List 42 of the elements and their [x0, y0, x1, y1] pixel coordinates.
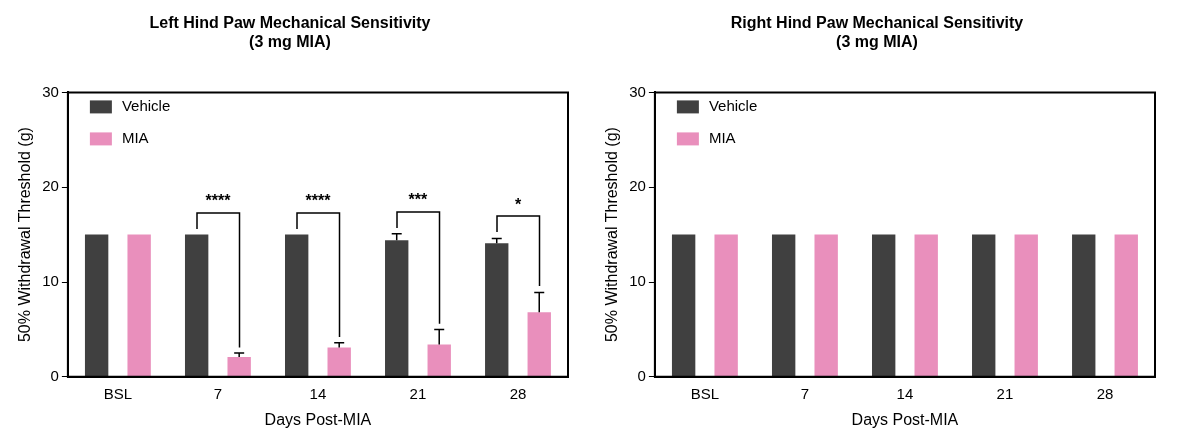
legend-label: Vehicle [708, 96, 758, 114]
legend-label: Vehicle [121, 96, 171, 114]
bar [327, 347, 351, 377]
y-tick-label: 10 [629, 272, 646, 290]
y-tick-label: 30 [629, 82, 646, 100]
annotation: *** [408, 191, 429, 209]
x-tick-label: BSL [690, 384, 720, 402]
y-tick-label: 30 [42, 82, 59, 100]
x-tick-label: 14 [309, 384, 327, 402]
x-tick-label: 21 [996, 384, 1014, 402]
y-tick-label: 20 [42, 177, 59, 195]
bar [385, 240, 409, 377]
x-axis-title: Days Post-MIA [264, 410, 372, 428]
bar [184, 234, 209, 377]
x-tick-label: 7 [800, 384, 810, 402]
y-tick-label: 0 [637, 366, 646, 384]
bar [84, 234, 109, 377]
x-tick-label: 21 [409, 384, 427, 402]
chart-title: Right Hind Paw Mechanical Sensitivity (3 mg MIA) [730, 14, 1024, 51]
bar [527, 312, 551, 377]
y-axis-title: 50% Withdrawal Threshold (g) [16, 127, 34, 343]
annotation: **** [205, 192, 232, 210]
y-tick-label: 10 [42, 272, 59, 290]
legend-label: MIA [708, 128, 736, 146]
x-tick-label: 14 [896, 384, 914, 402]
chart-title: Left Hind Paw Mechanical Sensitivity (3 mg MIA) [149, 14, 431, 51]
x-tick-label: 28 [1096, 384, 1114, 402]
annotation: **** [305, 192, 332, 210]
y-tick-label: 20 [629, 177, 646, 195]
bar [227, 356, 251, 377]
x-tick-label: 7 [213, 384, 223, 402]
x-axis-title: Days Post-MIA [851, 410, 959, 428]
annotation: * [514, 195, 522, 213]
y-tick-label: 0 [50, 366, 59, 384]
x-tick-label: BSL [103, 384, 133, 402]
bar [427, 344, 451, 377]
x-tick-label: 28 [509, 384, 527, 402]
bar [285, 234, 309, 377]
legend-label: MIA [121, 128, 149, 146]
bar [127, 234, 151, 377]
bar [485, 243, 509, 377]
y-axis-title: 50% Withdrawal Threshold (g) [603, 127, 621, 343]
